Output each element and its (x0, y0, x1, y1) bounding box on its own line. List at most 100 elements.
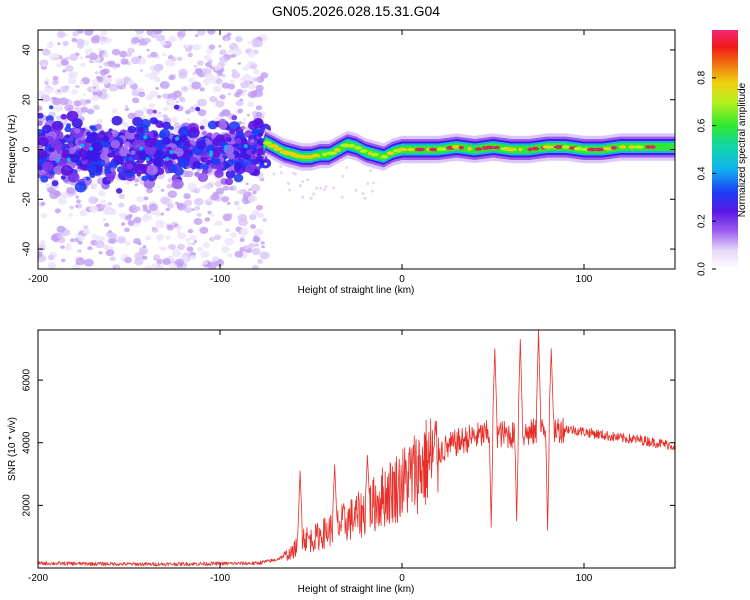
spectrogram-noise-blob (189, 235, 197, 241)
snr-ytick-label: 2000 (22, 494, 33, 517)
spectrogram-noise-blob (175, 201, 180, 205)
spectrogram-noise-blob (124, 107, 130, 112)
spectrogram-ridge-peak (428, 147, 438, 152)
spectrogram-noise-blob (170, 116, 178, 123)
spectrogram-noise-blob (312, 192, 316, 196)
spectrogram-y-ticks: -40 -20 0 20 40 (22, 44, 675, 256)
spectrogram-noise-blob (169, 150, 174, 155)
spectrogram-noise-blob (49, 52, 60, 61)
spectrogram-noise-blob (184, 170, 194, 178)
spectrogram-noise-blob (224, 145, 229, 150)
spectrogram-noise-blob (215, 134, 225, 143)
spectrogram-ridge-peak (407, 147, 415, 152)
spectrogram-ridge-peak (467, 146, 472, 151)
spectrogram-noise-blob (340, 195, 344, 199)
spectrogram-noise-blob (143, 135, 148, 140)
spectrogram-noise-blob (219, 94, 226, 100)
spectrogram-noise-blob (118, 202, 125, 208)
spectrogram-noise-blob (62, 148, 70, 156)
spectrogram-noise-blob (198, 186, 202, 190)
spectrogram-ridge-peak (354, 146, 362, 150)
spectrogram-noise-blob (64, 244, 73, 251)
spectrogram-noise-blob (91, 94, 100, 102)
spectrogram-ridge-peak (561, 145, 570, 149)
spectrogram-noise-blob (235, 190, 240, 194)
spectrogram-noise-blob (210, 213, 215, 217)
spectrogram-noise-blob (221, 246, 230, 253)
spectrogram-noise-blob (202, 242, 211, 249)
spectrogram-ridge-peak (367, 151, 373, 155)
spectrogram-noise-blob (103, 61, 109, 67)
spectrogram-noise-blob (192, 160, 202, 169)
spectrogram-noise-blob (122, 86, 126, 90)
spectrogram-noise-blob (100, 88, 107, 94)
colorbar-ticks: 0.0 0.2 0.4 0.6 0.8 (697, 70, 716, 276)
spectrogram-ytick-label: -40 (22, 241, 33, 256)
spectrogram-noise-blob (232, 47, 243, 56)
spectrogram-noise-blob (50, 140, 63, 151)
spectrogram-ridge-peak (348, 143, 356, 148)
spectrogram-noise-blob (89, 125, 94, 130)
spectrogram-noise-blob (67, 77, 77, 85)
spectrogram-noise-blob (170, 153, 178, 160)
spectrogram-noise-blob (257, 258, 263, 264)
spectrogram-noise-blob (98, 190, 106, 197)
spectrogram-noise-blob (238, 218, 249, 227)
spectrogram-noise-blob (341, 174, 345, 178)
spectrogram-noise-blob (211, 255, 220, 262)
spectrogram-noise-blob (141, 175, 148, 182)
spectrogram-noise-blob (53, 165, 64, 175)
spectrogram-noise-blob (40, 213, 48, 219)
spectrogram-noise-blob (137, 127, 144, 134)
spectrogram-noise-blob (221, 109, 231, 117)
spectrogram-ridge-peak (371, 152, 379, 157)
spectrogram-noise-blob (354, 188, 358, 192)
spectrogram-noise-blob (103, 208, 113, 216)
spectrogram-noise-blob (99, 205, 104, 209)
spectrogram-ridge-peak (493, 145, 500, 150)
spectrogram-noise-blob (230, 79, 235, 84)
spectrogram-noise-blob (173, 122, 180, 127)
spectrogram-noise-blob (222, 185, 230, 191)
spectrogram-noise-blob (262, 218, 268, 222)
spectrogram-noise-blob (249, 81, 253, 84)
spectrogram-noise-blob (145, 235, 152, 241)
spectrogram-noise-blob (202, 78, 212, 86)
spectrogram-noise-blob (76, 199, 82, 204)
spectrogram-noise-blob (159, 81, 170, 89)
spectrogram-ridge-peak (273, 147, 283, 151)
spectrogram-noise-blob (179, 134, 188, 143)
spectrogram-noise-blob (40, 94, 51, 103)
spectrogram-noise-blob (162, 93, 168, 99)
spectrogram-noise-blob (64, 126, 72, 133)
spectrogram-noise-blob (38, 105, 43, 112)
spectrogram-noise-blob (71, 89, 78, 95)
spectrogram-noise-blob (319, 186, 323, 190)
spectrogram-xtick-label: -100 (210, 274, 230, 285)
spectrogram-noise-blob (247, 41, 252, 45)
spectrogram-noise-blob (183, 140, 192, 148)
snr-ytick-label: 6000 (22, 369, 33, 392)
spectrogram-noise-blob (190, 132, 195, 137)
spectrogram-noise-blob (74, 128, 81, 134)
spectrogram-noise-blob (162, 114, 167, 118)
spectrogram-noise-blob (48, 105, 54, 110)
spectrogram-noise-blob (137, 175, 142, 180)
spectrogram-noise-blob (208, 44, 216, 50)
spectrogram-noise-blob (279, 171, 283, 175)
spectrogram-noise-blob (100, 30, 108, 36)
spectrogram-noise-blob (127, 112, 137, 120)
spectrogram-ytick-label: -20 (22, 192, 33, 207)
spectrogram-noise-blob (165, 235, 171, 240)
spectrogram-ridge-peak (267, 144, 279, 148)
spectrogram-noise-blob (49, 99, 54, 103)
snr-xlabel: Height of straight line (km) (298, 584, 415, 595)
spectrogram-noise-blob (224, 162, 231, 169)
spectrogram-noise-blob (38, 250, 43, 258)
spectrogram-ridge-peak (505, 147, 517, 152)
spectrogram-noise-blob (344, 166, 348, 170)
spectrogram-noise-blob (372, 181, 376, 185)
spectrogram-noise-blob (183, 193, 191, 200)
spectrogram-noise-blob (154, 139, 166, 151)
